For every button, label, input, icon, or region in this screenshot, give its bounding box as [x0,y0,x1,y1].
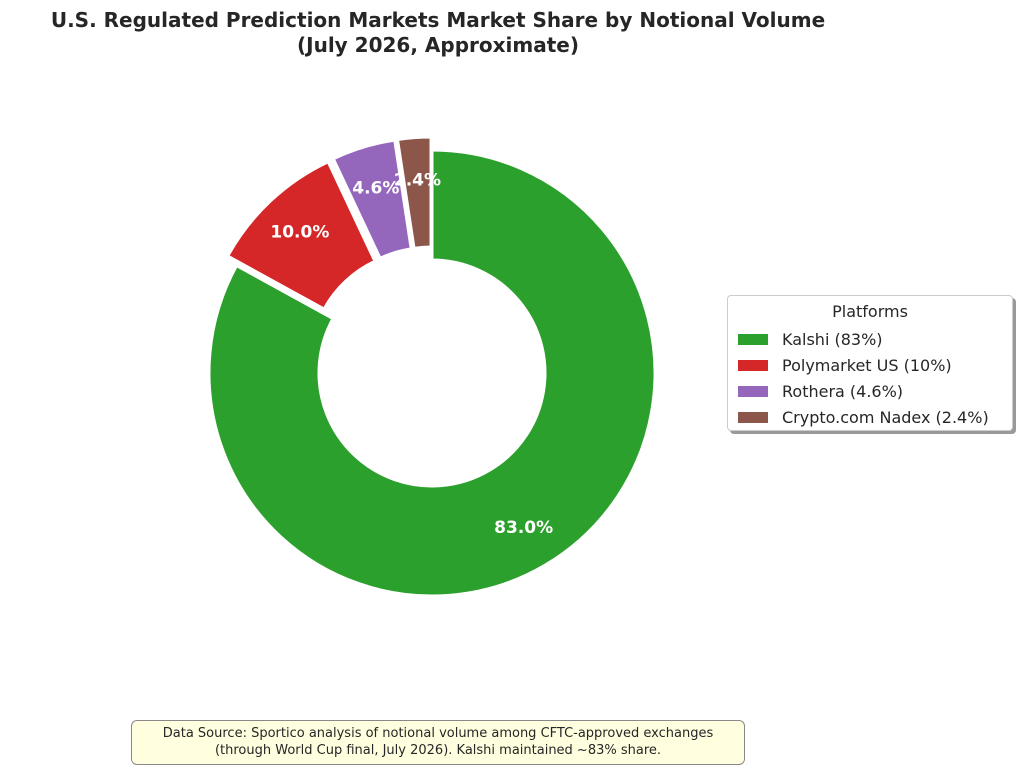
pct-label-kalshi: 83.0% [494,518,553,538]
data-source-line-2: (through World Cup final, July 2026). Ka… [214,743,662,758]
pct-label-polymarket-us: 10.0% [270,222,329,242]
pct-label-rothera: 4.6% [352,178,399,198]
legend-items: Kalshi (83%) Polymarket US (10%) Rothera (… [738,326,1002,430]
legend-label: Kalshi (83%) [782,329,883,349]
chart-title-line-1: U.S. Regulated Prediction Markets Market… [50,8,826,32]
chart-title-line-2: (July 2026, Approximate) [297,33,579,57]
legend-swatch [738,359,768,371]
data-source-note: Data Source: Sportico analysis of notion… [131,720,745,765]
donut-slices [207,135,657,598]
legend: Platforms Kalshi (83%) Polymarket US (10%… [727,295,1013,431]
legend-label: Rothera (4.6%) [782,381,904,401]
slice-polymarket-us [225,159,377,312]
legend-item-rothera: Rothera (4.6%) [738,378,1002,404]
slice-crypto-com-nadex [395,135,433,251]
legend-item-polymarket-us: Polymarket US (10%) [738,352,1002,378]
legend-swatch [738,385,768,397]
chart-title: U.S. Regulated Prediction Markets Market… [0,8,876,58]
slice-kalshi [207,148,657,598]
pct-label-crypto-com-nadex: 2.4% [394,171,441,191]
legend-title: Platforms [832,302,908,321]
slice-rothera [331,138,413,261]
donut-percent-labels: 83.0% 10.0% 4.6%2.4% [270,171,553,538]
legend-item-kalshi: Kalshi (83%) [738,326,1002,352]
legend-item-crypto-com-nadex: Crypto.com Nadex (2.4%) [738,404,1002,430]
data-source-line-1: Data Source: Sportico analysis of notion… [162,726,714,741]
legend-swatch [738,411,768,423]
legend-swatch [738,333,768,345]
legend-label: Polymarket US (10%) [782,355,952,375]
legend-label: Crypto.com Nadex (2.4%) [782,407,989,427]
